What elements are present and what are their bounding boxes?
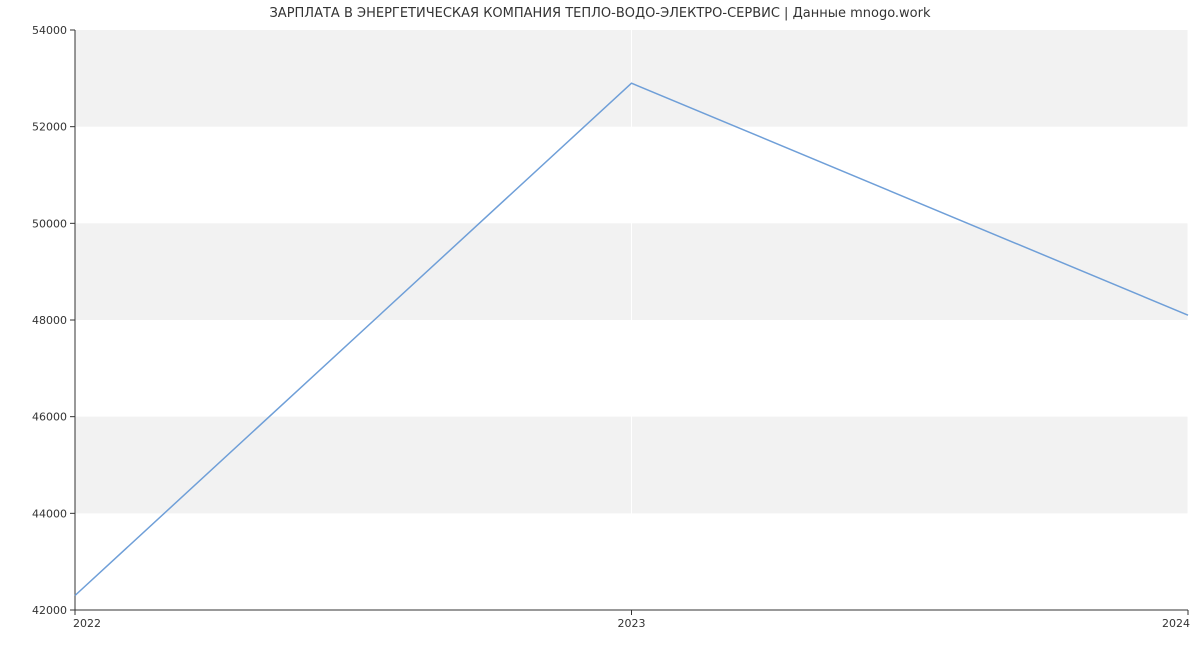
y-tick-label: 46000: [32, 411, 67, 424]
y-tick-label: 52000: [32, 121, 67, 134]
y-tick-label: 48000: [32, 314, 67, 327]
y-tick-label: 44000: [32, 507, 67, 520]
x-tick-label: 2022: [73, 617, 101, 630]
y-tick-label: 50000: [32, 217, 67, 230]
x-tick-label: 2024: [1162, 617, 1190, 630]
y-tick-label: 54000: [32, 24, 67, 37]
y-tick-label: 42000: [32, 604, 67, 617]
x-tick-label: 2023: [618, 617, 646, 630]
line-chart: ЗАРПЛАТА В ЭНЕРГЕТИЧЕСКАЯ КОМПАНИЯ ТЕПЛО…: [0, 0, 1200, 650]
chart-svg: 42000 44000 46000 48000 50000 52000 54000 2022 2…: [0, 0, 1200, 650]
